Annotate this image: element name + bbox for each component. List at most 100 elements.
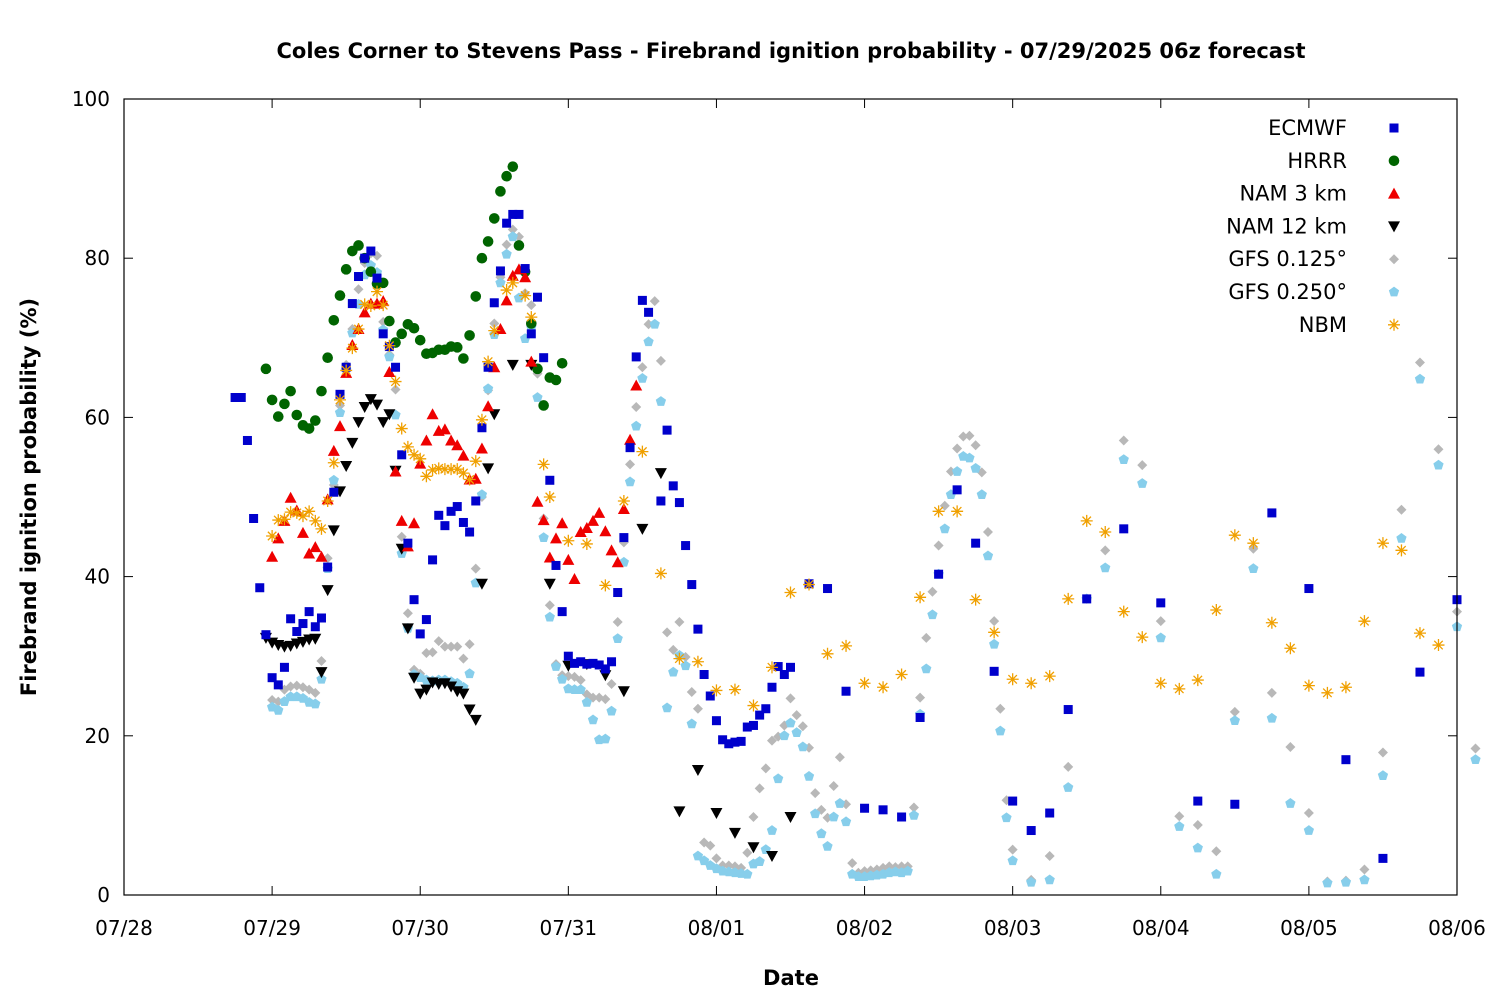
data-point bbox=[408, 448, 421, 461]
data-point bbox=[724, 739, 734, 749]
data-point bbox=[1155, 616, 1166, 627]
x-tick-label: 07/30 bbox=[391, 916, 449, 940]
data-point bbox=[507, 161, 519, 172]
data-point bbox=[656, 496, 666, 506]
data-point bbox=[1044, 850, 1055, 861]
data-point bbox=[995, 703, 1006, 714]
data-point bbox=[506, 269, 519, 281]
data-point bbox=[556, 517, 569, 529]
data-point bbox=[988, 626, 1001, 639]
y-tick-label: 20 bbox=[85, 724, 110, 748]
data-point bbox=[550, 374, 562, 386]
data-point bbox=[1156, 598, 1166, 608]
data-point bbox=[310, 698, 321, 709]
data-point bbox=[723, 860, 734, 871]
data-point bbox=[451, 342, 463, 353]
data-point bbox=[1043, 670, 1056, 683]
data-point bbox=[939, 523, 950, 534]
data-point bbox=[327, 456, 340, 469]
legend-marker bbox=[1388, 221, 1400, 233]
data-point bbox=[895, 668, 908, 681]
data-point bbox=[354, 272, 364, 282]
data-point bbox=[340, 264, 352, 275]
data-point bbox=[272, 514, 285, 527]
data-point bbox=[452, 641, 463, 652]
data-point bbox=[507, 224, 518, 235]
data-point bbox=[310, 687, 321, 698]
data-point bbox=[884, 861, 895, 872]
data-point bbox=[440, 521, 450, 531]
data-point bbox=[408, 322, 420, 334]
data-point bbox=[803, 578, 816, 591]
data-point bbox=[643, 336, 654, 347]
data-point bbox=[995, 725, 1006, 736]
data-point bbox=[742, 868, 753, 879]
data-point bbox=[538, 400, 549, 411]
data-point bbox=[840, 639, 853, 652]
data-point bbox=[952, 443, 963, 454]
data-point bbox=[784, 811, 797, 823]
data-point bbox=[249, 513, 259, 523]
data-point bbox=[611, 556, 624, 568]
data-point bbox=[563, 651, 573, 661]
data-point bbox=[766, 825, 778, 835]
data-point bbox=[982, 550, 994, 561]
data-point bbox=[414, 688, 427, 700]
data-point bbox=[1378, 853, 1388, 863]
data-point bbox=[475, 578, 488, 590]
data-point bbox=[692, 850, 704, 861]
data-point bbox=[266, 394, 278, 406]
data-point bbox=[340, 460, 353, 472]
data-point bbox=[482, 383, 494, 394]
data-point bbox=[1155, 632, 1166, 643]
data-point bbox=[519, 289, 532, 302]
data-point bbox=[434, 510, 444, 520]
data-point bbox=[310, 415, 321, 426]
data-point bbox=[298, 619, 308, 629]
data-point bbox=[401, 440, 414, 453]
data-point bbox=[1322, 877, 1333, 888]
data-point bbox=[1137, 460, 1148, 471]
data-point bbox=[475, 442, 488, 454]
data-point bbox=[767, 682, 777, 692]
data-point bbox=[1433, 444, 1444, 455]
data-point bbox=[501, 248, 512, 259]
data-point bbox=[748, 811, 759, 822]
data-point bbox=[495, 186, 506, 197]
data-point bbox=[469, 472, 482, 484]
data-point bbox=[465, 527, 475, 537]
data-point bbox=[1321, 686, 1334, 699]
data-point bbox=[482, 400, 495, 412]
data-point bbox=[810, 808, 821, 819]
data-point bbox=[619, 533, 629, 543]
data-point bbox=[747, 842, 760, 854]
data-point bbox=[526, 318, 537, 329]
data-point bbox=[668, 644, 679, 655]
data-point bbox=[1414, 357, 1425, 368]
data-point bbox=[1248, 563, 1259, 574]
data-point bbox=[1303, 808, 1314, 819]
data-point bbox=[1192, 842, 1203, 853]
data-point bbox=[303, 423, 315, 434]
data-point bbox=[989, 638, 1000, 649]
data-point bbox=[582, 659, 592, 669]
data-point bbox=[1266, 687, 1277, 698]
data-point bbox=[691, 765, 704, 777]
data-point bbox=[426, 408, 439, 420]
data-point bbox=[605, 544, 618, 556]
data-point bbox=[736, 736, 746, 746]
legend-label: NAM 3 km bbox=[1239, 182, 1347, 206]
data-point bbox=[699, 670, 709, 680]
data-point bbox=[927, 609, 938, 620]
data-point bbox=[396, 328, 408, 340]
data-point bbox=[551, 560, 561, 570]
data-point bbox=[310, 622, 320, 632]
data-point bbox=[654, 468, 667, 480]
data-point bbox=[1192, 819, 1203, 830]
data-point bbox=[1376, 537, 1389, 550]
data-point bbox=[877, 681, 890, 694]
data-point bbox=[420, 684, 433, 696]
data-point bbox=[588, 658, 598, 668]
data-point bbox=[574, 526, 587, 538]
